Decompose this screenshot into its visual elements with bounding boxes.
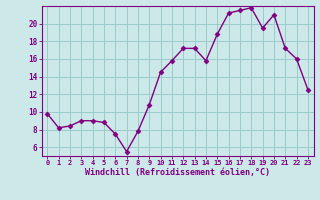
X-axis label: Windchill (Refroidissement éolien,°C): Windchill (Refroidissement éolien,°C) xyxy=(85,168,270,177)
